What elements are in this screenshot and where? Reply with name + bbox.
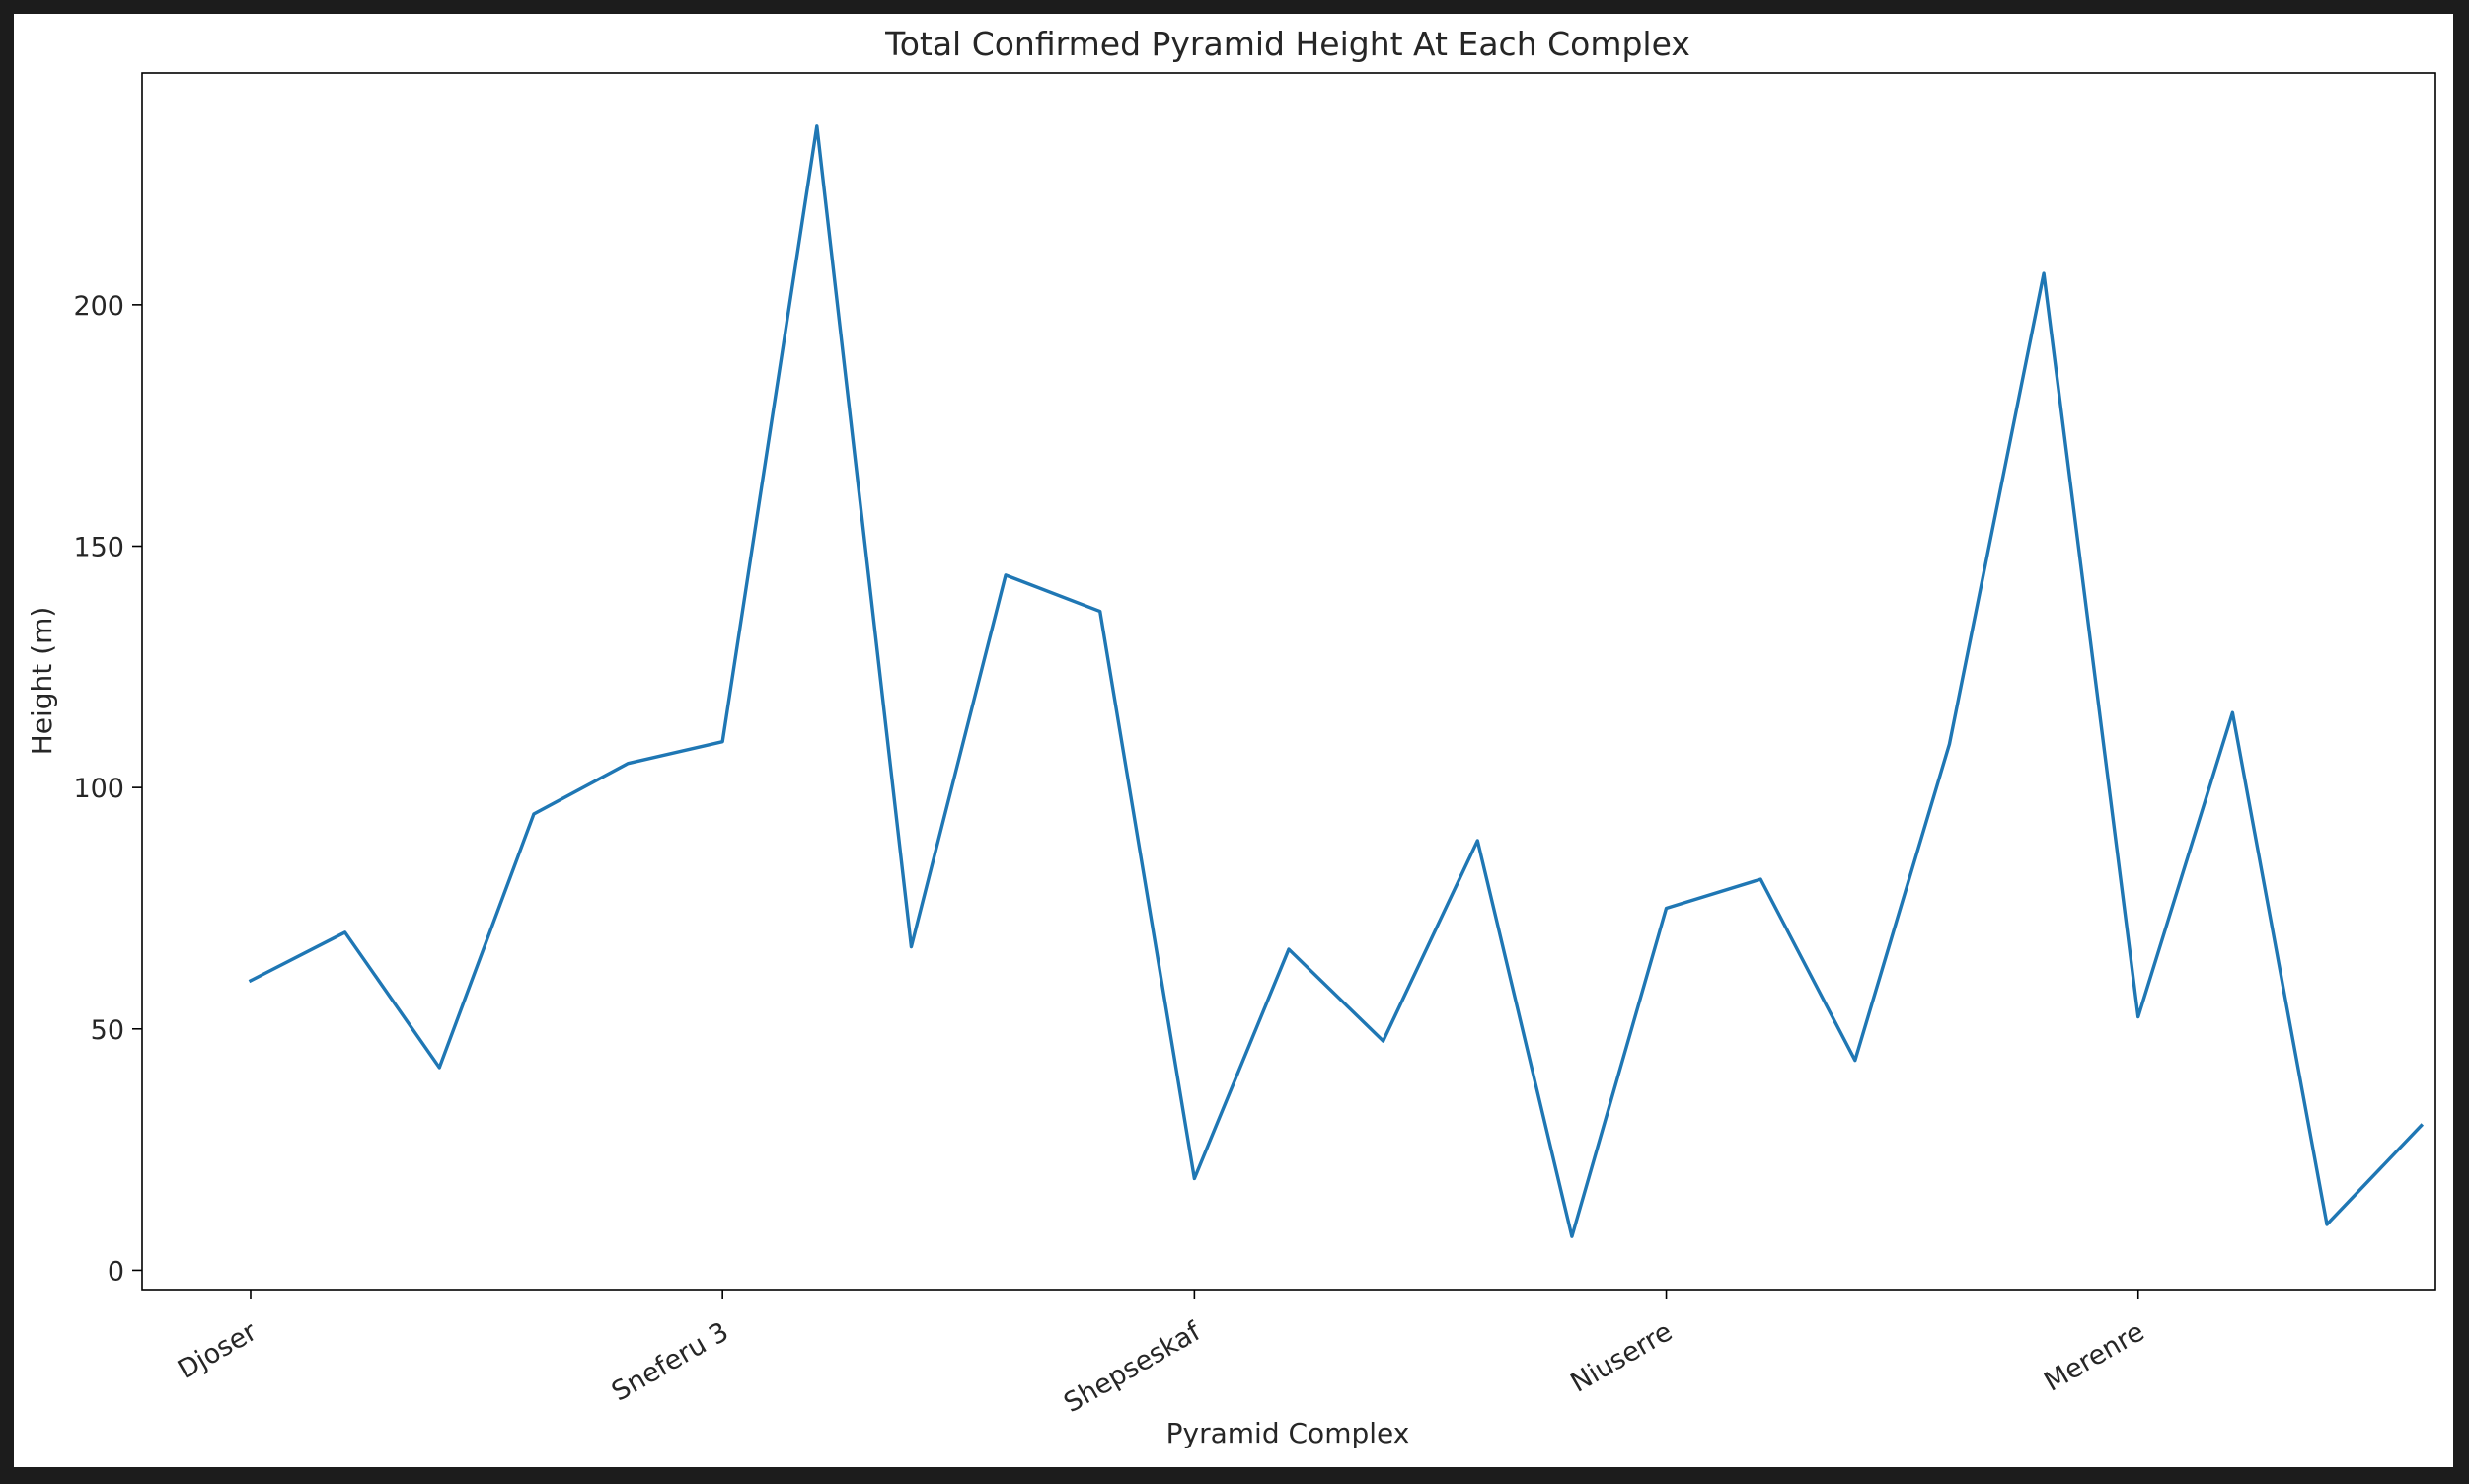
figure-background: [14, 14, 2453, 1467]
y-tick-label: 100: [73, 774, 124, 804]
y-axis-label: Height (m): [26, 607, 58, 756]
y-tick-label: 0: [108, 1256, 124, 1287]
x-axis-label: Pyramid Complex: [1166, 1417, 1410, 1449]
y-tick-label: 50: [91, 1015, 124, 1046]
y-tick-label: 150: [73, 533, 124, 563]
plot-area: [141, 72, 2436, 1291]
chart-frame: Total Confirmed Pyramid Height At Each C…: [14, 14, 2453, 1467]
line-chart: Total Confirmed Pyramid Height At Each C…: [14, 14, 2453, 1467]
series-line: [248, 124, 2425, 1238]
y-axis: 0 50 100 150 200: [73, 291, 142, 1287]
series-group: [248, 124, 2425, 1238]
y-tick-label: 200: [73, 291, 124, 322]
chart-title: Total Confirmed Pyramid Height At Each C…: [884, 25, 1690, 63]
